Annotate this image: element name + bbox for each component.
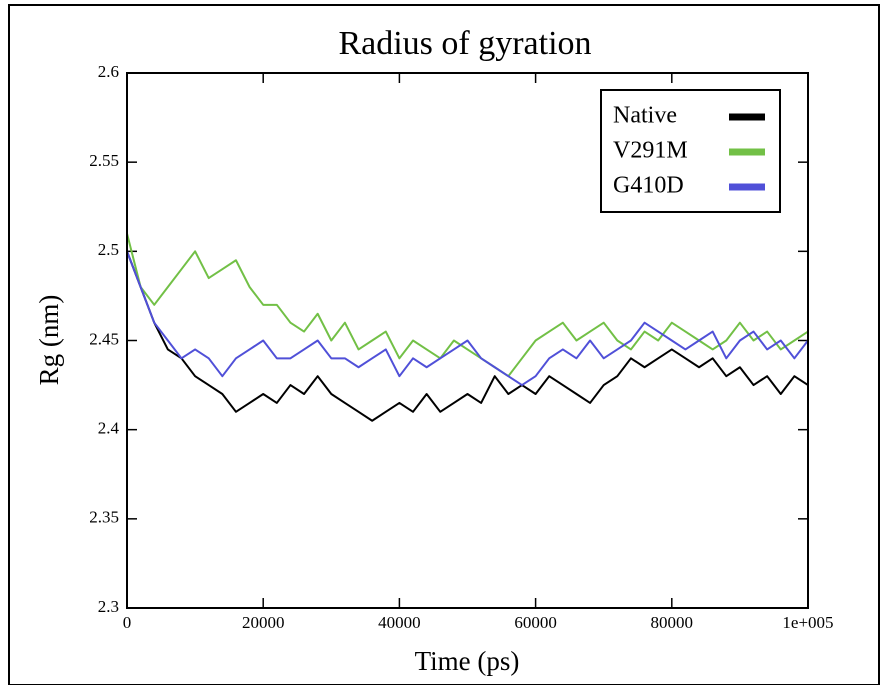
data-line bbox=[126, 233, 809, 378]
legend-label: Native bbox=[613, 103, 677, 129]
x-tick-label: 60000 bbox=[514, 613, 557, 632]
y-tick-label: 2.4 bbox=[98, 419, 120, 438]
x-axis-label: Time (ps) bbox=[415, 646, 520, 676]
chart-title: Radius of gyration bbox=[338, 25, 591, 62]
y-tick-label: 2.35 bbox=[89, 508, 119, 527]
y-tick-label: 2.6 bbox=[98, 62, 119, 81]
x-tick-label: 0 bbox=[123, 613, 132, 632]
legend-label: V291M bbox=[613, 138, 688, 164]
data-line bbox=[126, 250, 809, 387]
y-axis-label: Rg (nm) bbox=[34, 295, 64, 386]
y-tick-label: 2.55 bbox=[89, 151, 119, 170]
x-tick-label: 1e+005 bbox=[782, 613, 833, 632]
y-tick-label: 2.3 bbox=[98, 597, 119, 616]
x-tick-label: 80000 bbox=[651, 613, 694, 632]
y-tick-label: 2.5 bbox=[98, 240, 119, 259]
x-tick-label: 20000 bbox=[242, 613, 285, 632]
data-line bbox=[126, 250, 809, 422]
plot-border bbox=[126, 72, 809, 609]
legend-label: G410D bbox=[613, 173, 684, 199]
y-tick-label: 2.45 bbox=[89, 329, 119, 348]
x-tick-label: 40000 bbox=[378, 613, 421, 632]
